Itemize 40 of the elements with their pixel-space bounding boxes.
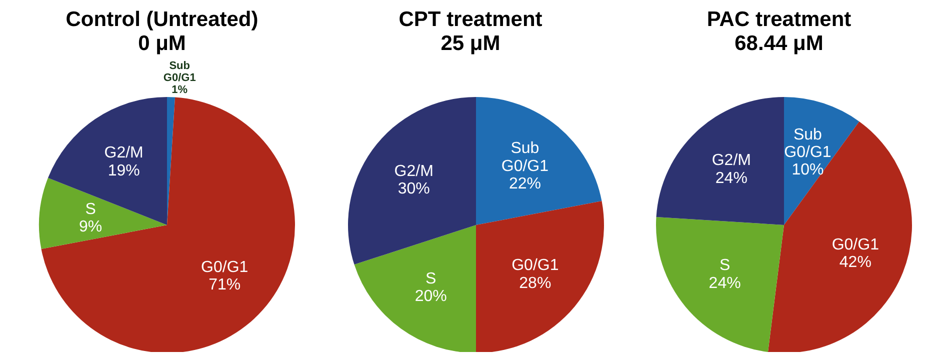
pie-slice xyxy=(656,216,784,352)
chart-title: PAC treatment xyxy=(706,8,852,32)
slice-label: S xyxy=(85,200,96,218)
slice-label: G2/M xyxy=(394,162,433,180)
chart-title: Control (Untreated) xyxy=(64,8,260,32)
data-label: 1% xyxy=(172,84,188,96)
slice-label: G2/M xyxy=(104,144,144,162)
data-label: 10% xyxy=(792,161,824,178)
pie-slice xyxy=(476,97,602,225)
pie-slice xyxy=(41,97,295,352)
pie-slice xyxy=(656,97,784,225)
slice-label: G2/M xyxy=(712,152,751,169)
data-label: 71% xyxy=(208,276,241,294)
slice-label: G0/G1 xyxy=(511,256,558,274)
pie-slice xyxy=(348,97,476,265)
slice-label: Sub G0/G1 xyxy=(784,126,832,160)
slice-label: G0/G1 xyxy=(832,236,880,253)
pie-slice xyxy=(476,201,604,352)
data-label: 24% xyxy=(708,274,741,292)
data-label: 19% xyxy=(108,162,140,179)
pie-slice xyxy=(768,121,912,352)
slice-label: S xyxy=(425,270,436,287)
chart-subtitle: 0 μM xyxy=(137,32,187,56)
chart-subtitle: 68.44 μM xyxy=(734,32,824,56)
data-label: 20% xyxy=(414,287,446,304)
data-label: 9% xyxy=(78,218,102,236)
data-label: 24% xyxy=(715,169,748,186)
chart-subtitle: 25 μM xyxy=(440,32,502,56)
pie-slice xyxy=(354,225,476,352)
pie-slice xyxy=(39,178,167,249)
data-label: 22% xyxy=(508,174,540,192)
slice-label: S xyxy=(719,256,730,274)
slice-label: G0/G1 xyxy=(201,258,248,276)
data-label: 28% xyxy=(518,274,551,292)
chart-title: CPT treatment xyxy=(398,8,544,32)
data-label: 30% xyxy=(397,180,430,198)
slice-label: Sub G0/G1 xyxy=(500,140,548,174)
pie-slice xyxy=(784,97,860,225)
data-label: 42% xyxy=(839,254,872,271)
slice-label: Sub G0/G1 xyxy=(163,60,196,84)
